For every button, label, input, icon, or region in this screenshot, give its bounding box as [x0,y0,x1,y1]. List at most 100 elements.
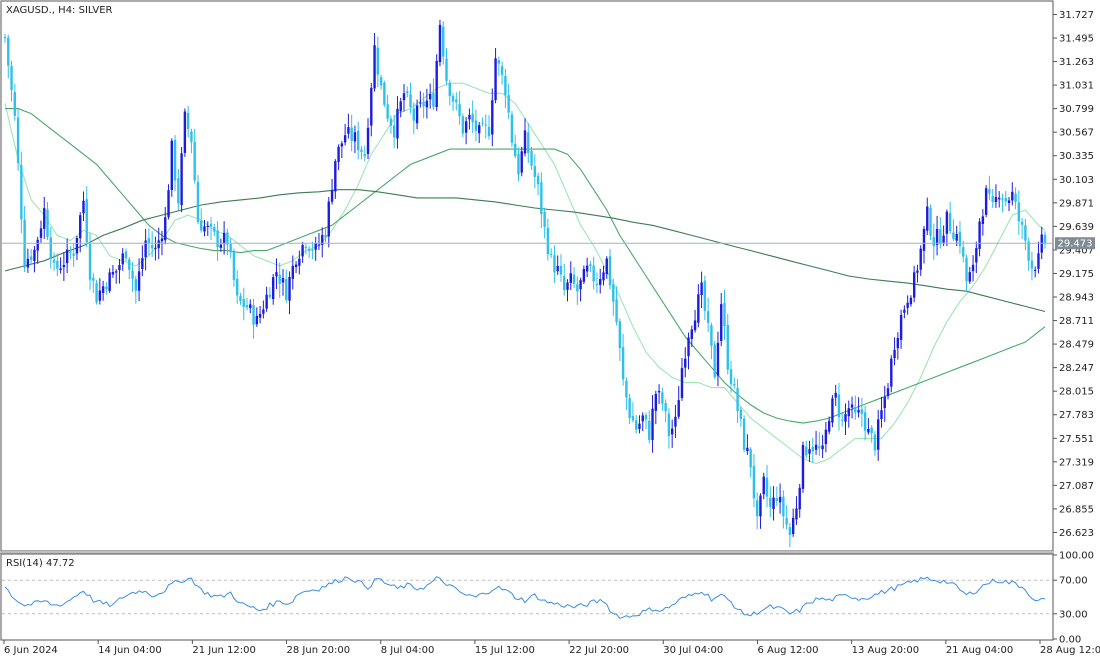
candle-body [765,477,769,497]
candle-body [458,104,461,117]
rsi-tick-label: 30.00 [1059,609,1088,620]
candle-body [435,60,438,108]
candle-body [340,143,344,147]
price-panel [0,0,1054,552]
candle-body [634,420,638,430]
candle-body [487,126,491,137]
candle-body [386,104,389,119]
candle-body [903,309,906,313]
candle-body [419,102,422,104]
candle-body [92,277,95,281]
candle-body [648,420,651,440]
candle-body [677,400,680,417]
candle-body [337,146,340,163]
candle-body [697,294,700,323]
price-tick-label: 28.015 [1059,387,1094,398]
candle-body [772,497,775,510]
candle-body [912,272,916,298]
candle-body [863,412,867,431]
candle-body [206,226,209,228]
candle-body [935,229,939,245]
candle-body [850,404,854,408]
candle-body [523,130,527,154]
candle-body [357,130,360,151]
candle-body [824,429,828,445]
candle-body [546,227,550,255]
candle-body [543,211,546,228]
candle-body [909,297,913,305]
candle-body [844,414,847,422]
candle-body [304,246,308,249]
candle-body [1011,191,1014,201]
candle-body [438,24,442,63]
candle-body [952,232,955,239]
candle-body [517,153,520,175]
candle-body [733,384,736,386]
candle-body [415,105,419,124]
candle-body [409,94,412,108]
symbol-label: XAGUSD., H4: SILVER [6,5,113,16]
candle-body [726,324,729,370]
candle-body [939,229,942,245]
price-tick-label: 31.495 [1059,34,1094,45]
candle-body [65,249,69,264]
candle-body [592,265,595,282]
candle-body [396,108,399,139]
candle-body [219,244,223,248]
candle-body [222,232,226,244]
current-price-label: 29.473 [1058,239,1093,250]
candle-body [85,199,88,243]
candle-body [281,278,285,283]
candle-body [425,100,429,108]
candle-body [118,265,121,271]
candle-body [769,497,772,508]
candle-body [232,252,236,281]
candle-body [700,282,703,295]
candle-body [680,368,684,398]
candle-body [193,141,196,181]
candle-body [389,118,393,126]
candle-body [177,178,180,204]
candle-body [311,249,314,251]
price-tick-label: 29.175 [1059,269,1094,280]
candle-body [644,414,648,420]
candle-body [1030,260,1034,269]
candle-body [1004,198,1007,202]
candle-body [183,111,187,153]
candle-body [752,465,756,499]
candle-body [180,153,183,206]
candle-body [1037,253,1040,269]
candle-body [775,498,779,501]
candle-body [347,127,350,134]
candle-body [615,299,618,323]
candle-body [105,286,108,290]
candle-body [716,342,720,376]
candle-body [448,82,451,97]
candle-body [330,190,334,202]
candle-body [134,279,138,291]
candle-body [857,410,860,413]
candle-body [585,265,589,272]
candle-body [1014,193,1017,202]
candle-body [536,175,540,185]
candle-body [579,280,582,290]
candle-body [504,75,507,96]
candle-body [285,279,288,301]
candle-body [111,272,115,275]
candle-body [494,58,497,101]
candle-body [690,329,693,339]
candle-body [203,226,206,232]
candle-body [262,309,265,314]
panel-separator[interactable] [0,551,1054,554]
candle-body [612,284,615,302]
candle-body [245,305,249,308]
candle-body [749,449,752,468]
candle-body [20,165,23,220]
candle-body [455,99,458,103]
candle-body [919,248,922,270]
candle-body [896,337,900,349]
rsi-tick-label: 0.00 [1059,635,1081,646]
candle-body [831,398,834,423]
